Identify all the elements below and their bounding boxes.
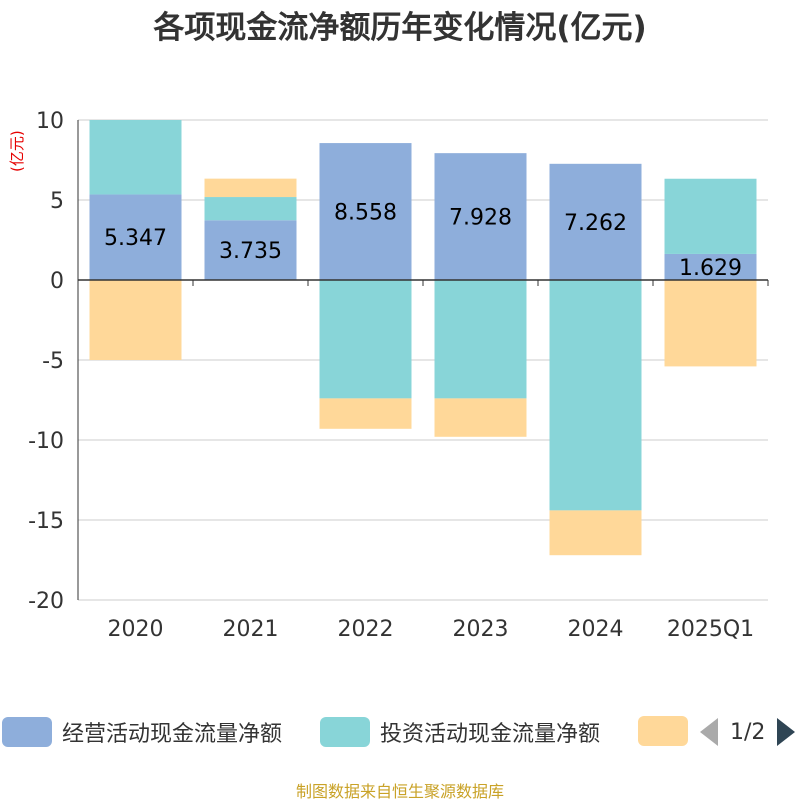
legend-swatch-investing [320,717,370,747]
data-label: 5.347 [104,226,167,251]
bar-series2-2021[interactable] [204,178,297,198]
bar-series1-2021[interactable] [204,197,297,221]
x-tick-label: 2021 [223,617,279,642]
legend-label-investing: 投资活动现金流量净额 [380,722,601,747]
bar-series1-2020[interactable] [89,120,182,195]
y-tick-label: -20 [28,589,64,614]
bar-series0-2021[interactable] [204,220,297,280]
chart-title: 各项现金流净额历年变化情况(亿元) [153,10,647,46]
bar-series1-2024[interactable] [549,280,642,511]
bar-series1-2025Q1[interactable] [664,178,757,254]
legend-swatch-operating [2,717,52,747]
y-axis-unit-label: (亿元) [8,130,26,172]
legend-page-indicator: 1/2 [730,719,766,745]
data-label: 8.558 [334,201,397,226]
bar-series0-2020[interactable] [89,194,182,280]
y-tick-label: 5 [50,189,64,214]
y-tick-label: -15 [28,509,64,534]
legend-prev-page-icon[interactable] [700,718,718,746]
legend-pager: 1/2 [700,718,796,746]
y-tick-label: 10 [36,109,64,134]
bar-series1-2023[interactable] [434,280,527,399]
legend-item-third[interactable] [638,716,698,746]
bar-series0-2024[interactable] [549,163,642,280]
legend: 经营活动现金流量净额 投资活动现金流量净额 1/2 [0,716,800,756]
bar-series1-2022[interactable] [319,280,412,399]
x-tick-label: 2023 [453,617,509,642]
bar-series2-2025Q1[interactable] [664,280,757,367]
legend-swatch-third [638,716,688,746]
y-tick-label: -10 [28,429,64,454]
bar-series2-2023[interactable] [434,398,527,437]
y-tick-label: -5 [42,349,64,374]
bar-series2-2024[interactable] [549,510,642,556]
legend-next-page-icon[interactable] [777,718,796,746]
bar-series2-2020[interactable] [89,280,182,360]
x-tick-label: 2022 [338,617,394,642]
legend-item-investing[interactable]: 投资活动现金流量净额 [320,716,600,748]
data-label: 1.629 [679,256,742,281]
data-label: 7.262 [564,211,627,236]
data-label: 3.735 [219,239,282,264]
bar-series0-2022[interactable] [319,143,412,280]
data-source-note: 制图数据来自恒生聚源数据库 [295,782,504,801]
x-tick-label: 2025Q1 [667,617,754,642]
bar-series0-2023[interactable] [434,153,527,280]
bar-series2-2022[interactable] [319,398,412,429]
legend-item-operating[interactable]: 经营活动现金流量净额 [2,716,282,748]
legend-label-operating: 经营活动现金流量净额 [62,722,283,747]
bar-series0-2025Q1[interactable] [664,253,757,280]
x-tick-label: 2024 [568,617,624,642]
chart-plot: (亿元) 10 5 0 -5 -10 -15 -20 2020 2021 2022 2023 2024… [8,109,769,642]
y-tick-label: 0 [50,269,64,294]
data-label: 7.928 [449,206,512,231]
x-tick-label: 2020 [108,617,164,642]
